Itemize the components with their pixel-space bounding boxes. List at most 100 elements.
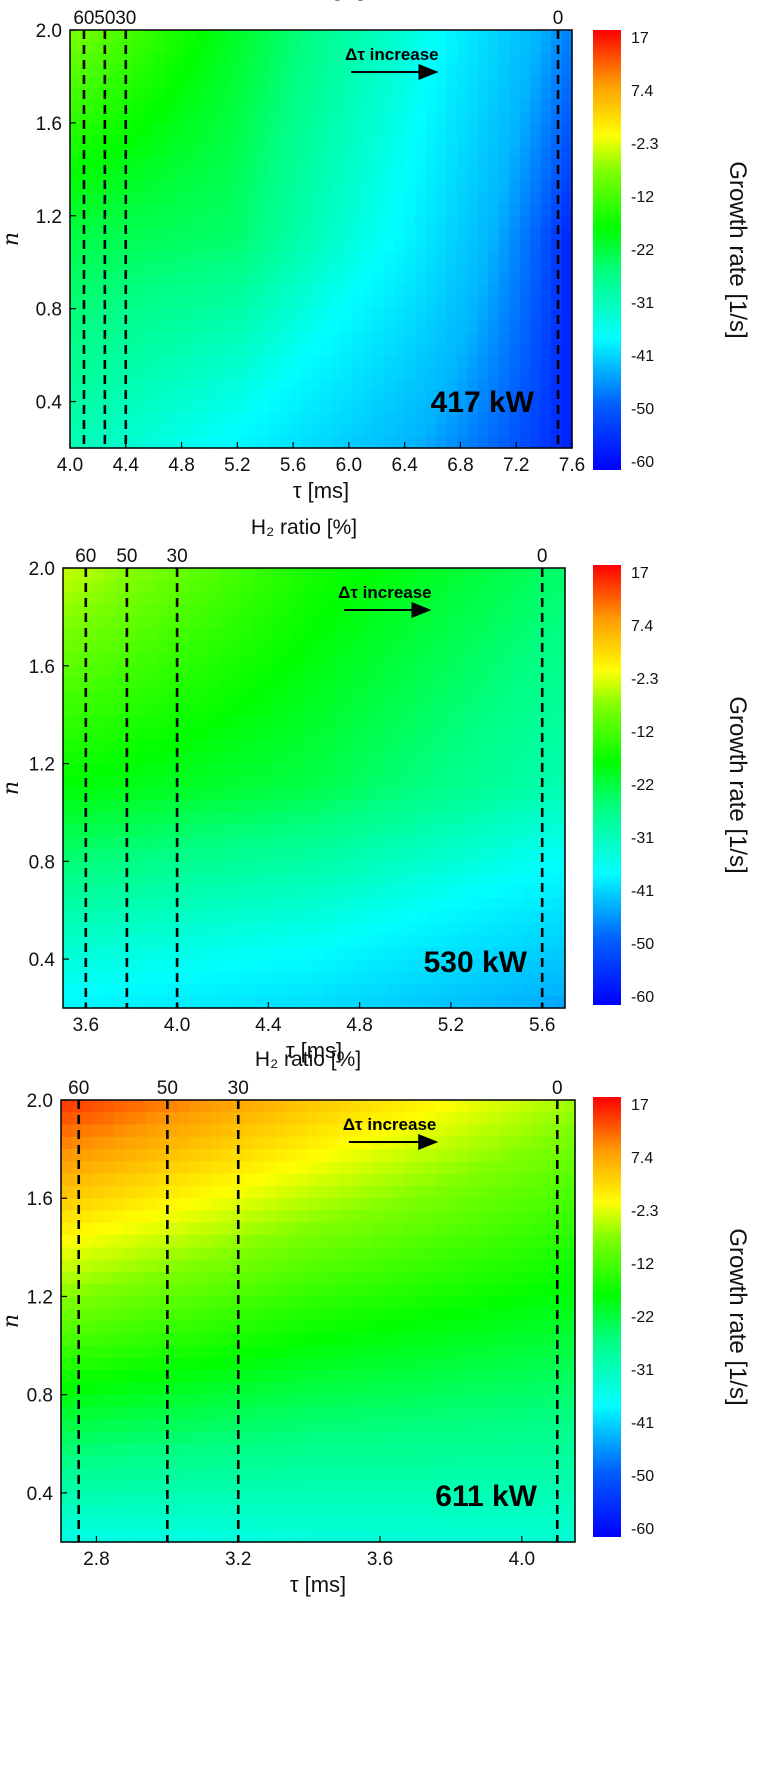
heatmap-cell (418, 849, 430, 862)
heatmap-cell (132, 250, 144, 263)
heatmap-cell (551, 122, 563, 136)
heatmap-cell (408, 812, 420, 826)
heatmap-cell (564, 1382, 576, 1396)
heatmap-cell (200, 1345, 212, 1359)
heatmap-cell (268, 424, 280, 437)
heatmap-cell (111, 99, 123, 112)
heatmap-cell (153, 88, 165, 101)
heatmap-cell (383, 297, 395, 310)
heatmap-cell (470, 678, 482, 691)
heatmap-cell (533, 739, 545, 752)
heatmap-cell (300, 88, 312, 101)
heatmap-cell (314, 995, 326, 1009)
heatmap-cell (125, 824, 137, 838)
heatmap-cell (293, 812, 305, 826)
heatmap-cell (300, 204, 312, 217)
heatmap-cell (210, 1370, 223, 1383)
heatmap-cell (324, 665, 336, 679)
heatmap-cell (90, 215, 102, 228)
heatmap-cell (397, 763, 409, 777)
heatmap-cell (125, 1443, 137, 1457)
heatmap-cell (258, 424, 270, 437)
heatmap-cell (73, 616, 85, 630)
heatmap-cell (243, 1382, 255, 1396)
heatmap-cell (509, 64, 521, 78)
heatmap-cell (164, 88, 176, 101)
heatmap-cell (352, 157, 364, 170)
heatmap-cell (551, 111, 563, 124)
heatmap-cell (460, 983, 472, 997)
heatmap-cell (439, 580, 451, 594)
heatmap-cell (532, 1136, 544, 1150)
heatmap-cell (435, 1357, 448, 1371)
heatmap-cell (136, 714, 148, 728)
heatmap-cell (392, 1370, 405, 1383)
heatmap-cell (376, 946, 388, 960)
heatmap-cell (509, 355, 521, 368)
heatmap-cell (397, 678, 409, 691)
heatmap-cell (157, 1443, 169, 1457)
heatmap-cell (425, 1333, 437, 1347)
heatmap-cell (415, 378, 427, 391)
heatmap-cell (544, 678, 556, 691)
h2-ratio-label-30: 30 (115, 8, 136, 29)
heatmap-cell (264, 1112, 276, 1126)
heatmap-cell (195, 88, 207, 101)
heatmap-cell (174, 331, 186, 345)
heatmap-cell (135, 1210, 148, 1224)
heatmap-cell (293, 641, 305, 655)
heatmap-cell (94, 800, 106, 814)
heatmap-cell (512, 629, 524, 642)
heatmap-cell (164, 436, 176, 449)
heatmap-cell (460, 861, 472, 875)
heatmap-cell (456, 146, 469, 159)
heatmap-cell (219, 653, 231, 667)
heatmap-cell (456, 99, 469, 112)
heatmap-cell (303, 604, 315, 618)
heatmap-cell (446, 297, 458, 310)
heatmap-cell (209, 604, 221, 618)
heatmap-cell (554, 861, 566, 875)
heatmap-cell (167, 592, 179, 606)
heatmap-cell (321, 215, 333, 228)
heatmap-cell (63, 812, 75, 826)
heatmap-cell (460, 739, 472, 752)
heatmap-cell (321, 41, 333, 54)
heatmap-cell (383, 215, 395, 228)
heatmap-cell (125, 873, 137, 887)
heatmap-cell (436, 215, 448, 228)
heatmap-cell (334, 995, 346, 1009)
heatmap-cell (521, 1406, 533, 1420)
heatmap-cell (83, 885, 95, 899)
heatmap-cell (383, 227, 395, 240)
heatmap-cell (345, 629, 357, 642)
heatmap-cell (61, 1198, 73, 1212)
heatmap-cell (403, 1185, 415, 1199)
heatmap-cell (521, 1247, 533, 1261)
heatmap-cell (408, 959, 420, 972)
heatmap-cell (500, 1321, 512, 1334)
heatmap-cell (404, 401, 416, 414)
heatmap-cell (387, 800, 399, 814)
heatmap-cell (185, 111, 197, 124)
heatmap-cell (532, 1198, 544, 1212)
heatmap-cell (500, 1222, 512, 1236)
heatmap-cell (403, 1443, 415, 1457)
heatmap-cell (561, 111, 573, 124)
heatmap-cell (198, 775, 211, 789)
heatmap-cell (467, 355, 479, 368)
heatmap-cell (383, 262, 395, 275)
heatmap-cell (157, 751, 169, 765)
colorbar-tick-label: -2.3 (631, 671, 659, 688)
heatmap-cell (136, 568, 148, 581)
heatmap-cell (164, 76, 176, 89)
heatmap-cell (247, 122, 259, 136)
heatmap-cell (383, 389, 395, 403)
heatmap-cell (470, 604, 482, 618)
heatmap-cell (446, 1210, 458, 1224)
heatmap-cell (502, 910, 514, 924)
heatmap-cell (167, 690, 179, 704)
heatmap-cell (73, 665, 85, 679)
heatmap-cell (219, 665, 231, 679)
heatmap-cell (334, 800, 346, 814)
